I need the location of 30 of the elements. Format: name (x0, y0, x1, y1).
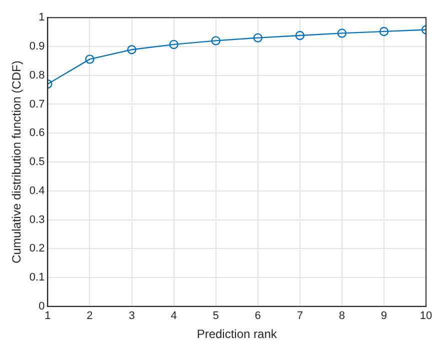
point (169, 40, 178, 50)
y-tick-label: 0.2 (29, 242, 45, 255)
y-tick-label: 0.7 (29, 98, 45, 110)
x-tick-label: 3 (128, 310, 135, 322)
point (253, 33, 262, 42)
y-tick-label: 0.5 (29, 156, 45, 168)
y-axis-title: Cumulative distribution function (CDF) (10, 60, 24, 264)
y-tick-label: 0.6 (29, 127, 45, 140)
y-tick-label: 1 (38, 12, 45, 24)
y-tick-label: 0.8 (29, 69, 45, 82)
point (85, 54, 94, 64)
y-tick-label: 0 (38, 300, 45, 312)
x-tick-label: 9 (380, 310, 388, 322)
point (295, 30, 304, 40)
point (127, 45, 136, 54)
x-axis-title: Prediction rank (196, 327, 278, 342)
y-tick-label: 0.1 (29, 272, 45, 284)
x-tick-label: 4 (170, 310, 177, 322)
x-tick-label: 2 (86, 310, 93, 322)
y-tick-label: 0.9 (29, 40, 45, 53)
y-tick-label: 0.3 (29, 214, 45, 226)
point (379, 26, 389, 36)
y-tick-label: 0.4 (29, 184, 45, 197)
x-tick-label: 5 (212, 310, 219, 322)
x-tick-label: 8 (338, 310, 345, 322)
point (337, 28, 347, 38)
x-tick-label: 6 (254, 310, 261, 322)
x-tick-label: 10 (420, 310, 432, 322)
point (211, 36, 220, 46)
x-tick-label: 7 (296, 310, 303, 322)
